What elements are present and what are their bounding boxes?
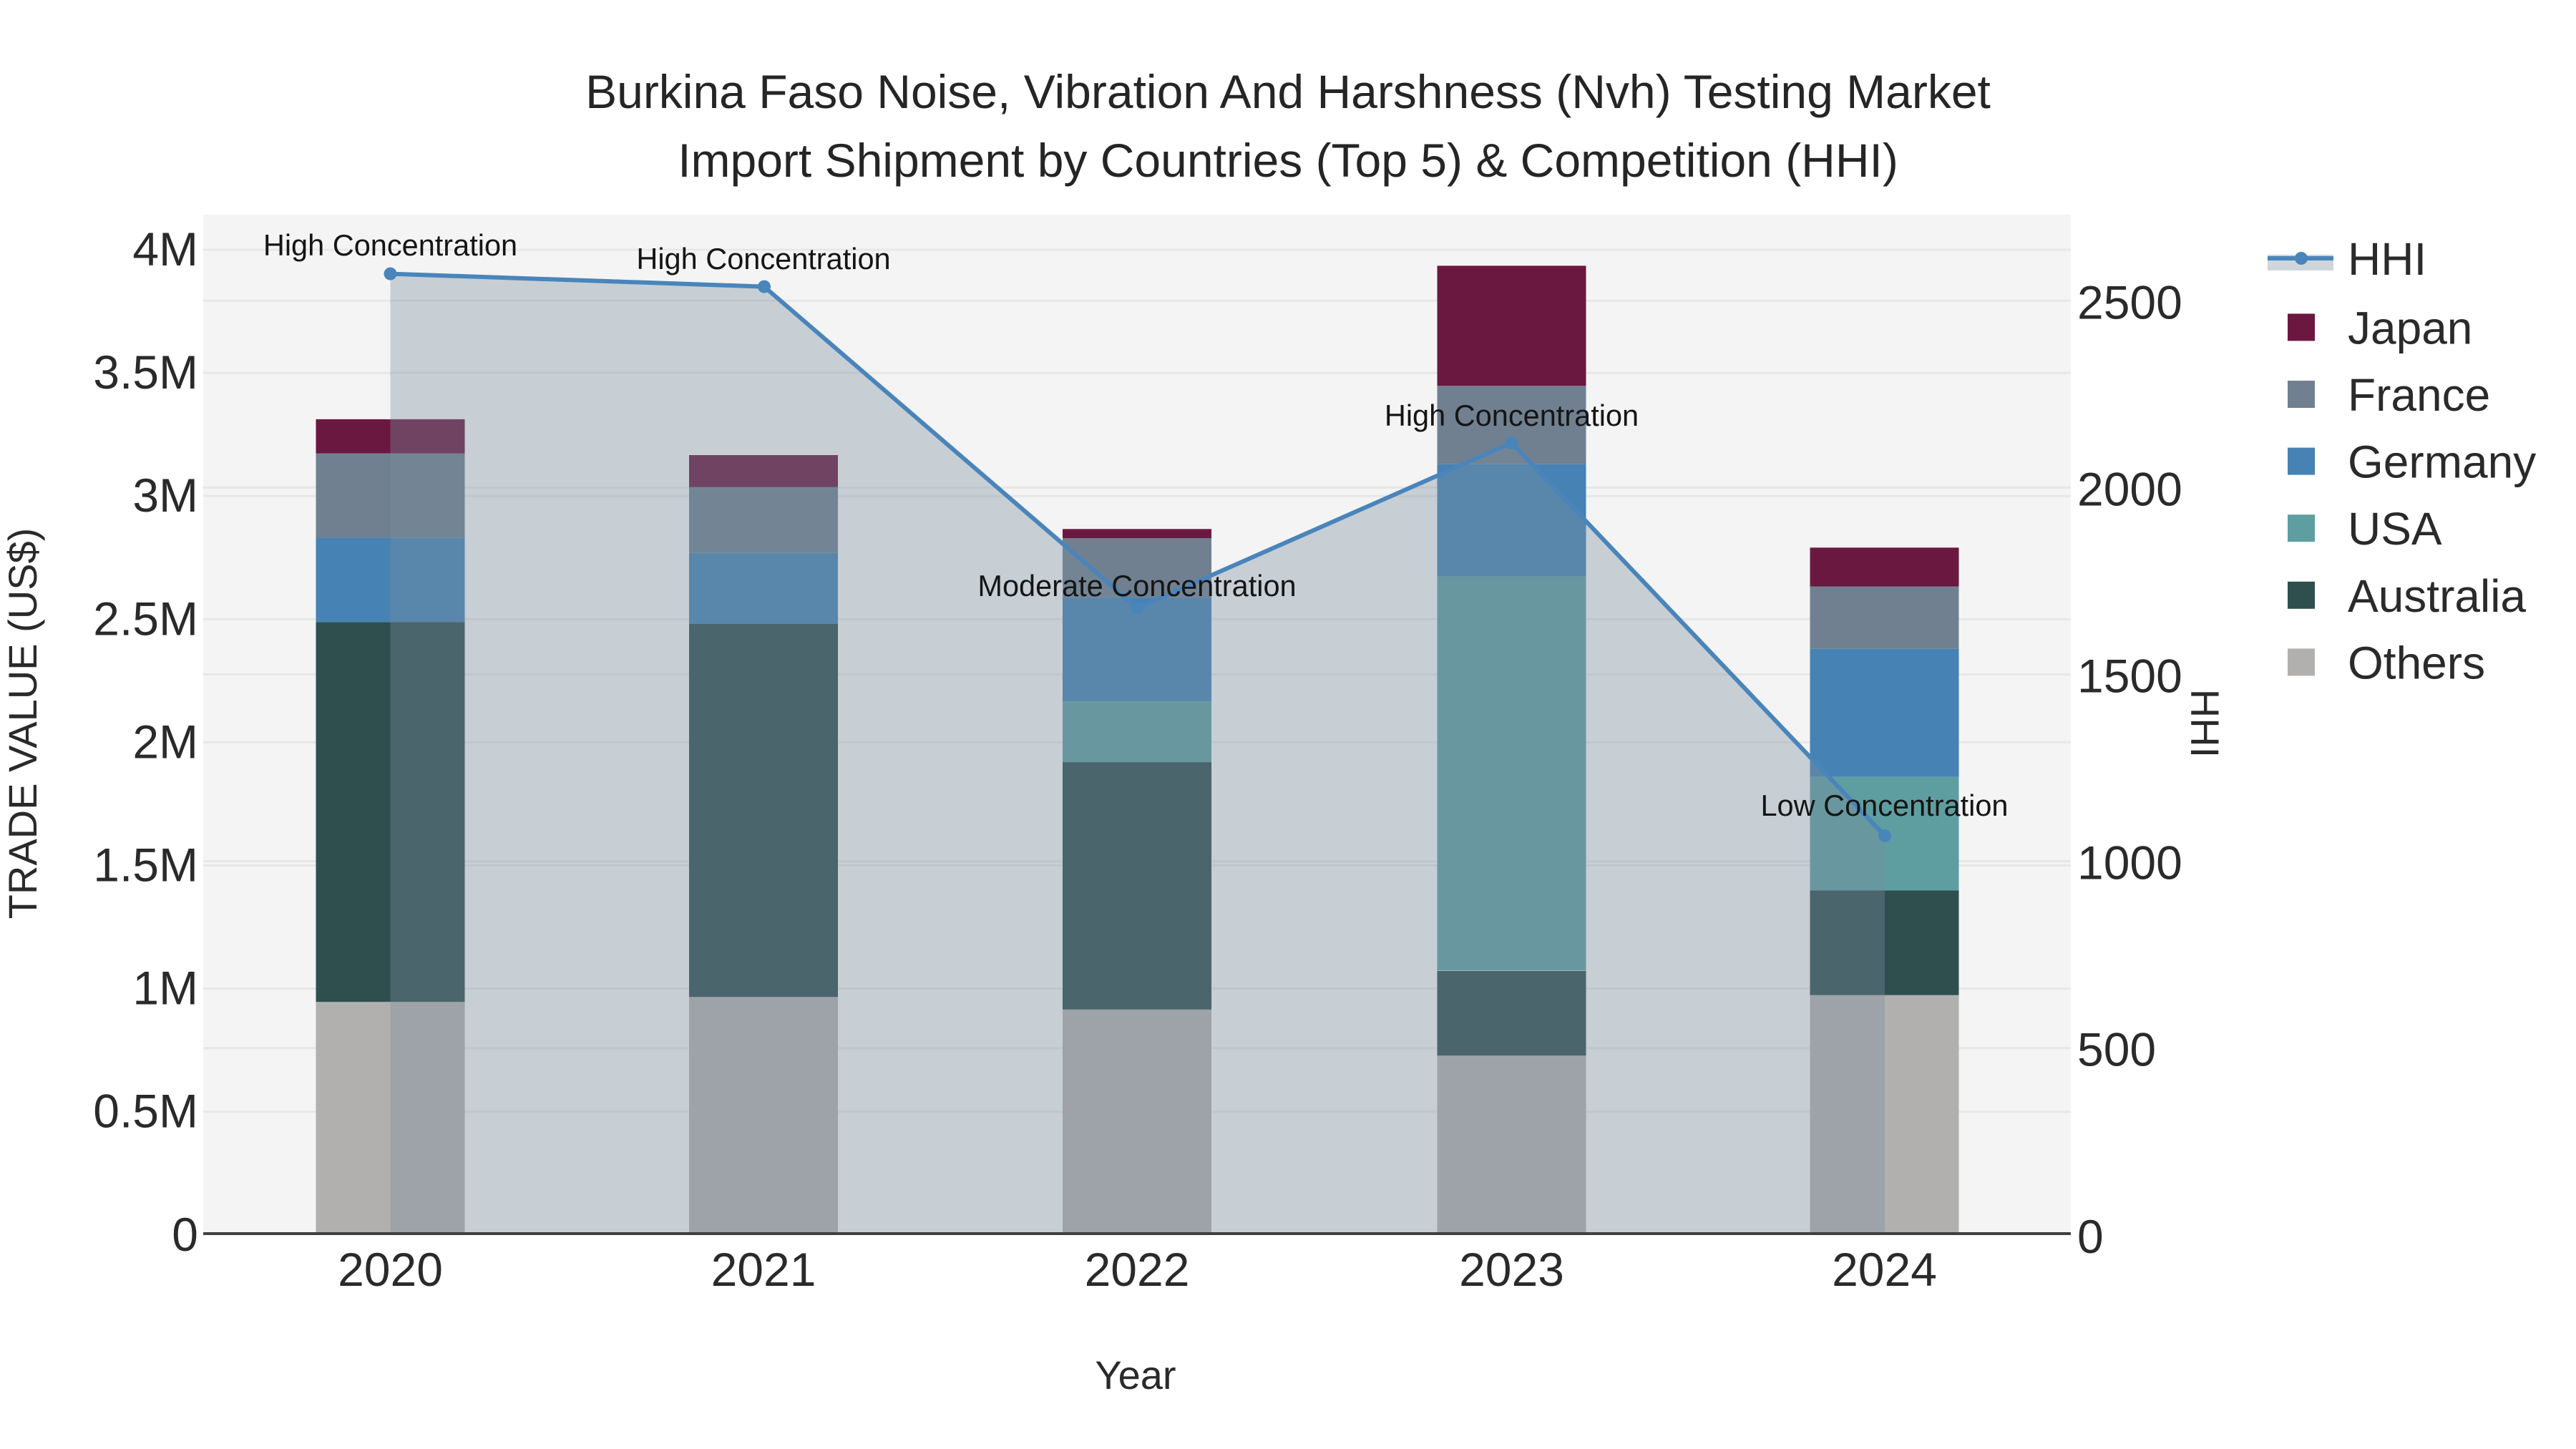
svg-text:2023: 2023 [1459, 1243, 1564, 1296]
svg-text:0.5M: 0.5M [93, 1085, 198, 1138]
svg-text:High Concentration: High Concentration [636, 242, 890, 275]
svg-text:1500: 1500 [2077, 650, 2182, 703]
svg-text:France: France [2348, 369, 2490, 421]
svg-text:Moderate Concentration: Moderate Concentration [977, 569, 1296, 602]
svg-text:1000: 1000 [2077, 836, 2182, 889]
svg-text:2500: 2500 [2077, 275, 2182, 328]
svg-text:1.5M: 1.5M [93, 839, 198, 892]
svg-text:High Concentration: High Concentration [1385, 399, 1639, 432]
svg-text:1M: 1M [132, 962, 198, 1015]
svg-text:Japan: Japan [2348, 302, 2472, 353]
svg-text:0: 0 [172, 1208, 198, 1261]
svg-text:500: 500 [2077, 1023, 2156, 1076]
svg-text:Burkina Faso Noise, Vibration: Burkina Faso Noise, Vibration And Harshn… [585, 65, 1991, 118]
svg-text:TRADE VALUE (US$): TRADE VALUE (US$) [0, 528, 45, 919]
svg-text:Australia: Australia [2348, 570, 2526, 622]
svg-text:Germany: Germany [2348, 436, 2536, 488]
svg-text:Import Shipment by Countries (: Import Shipment by Countries (Top 5) & C… [678, 134, 1898, 187]
svg-text:HHI: HHI [2182, 689, 2228, 758]
svg-text:USA: USA [2348, 503, 2442, 555]
svg-text:3.5M: 3.5M [93, 346, 198, 399]
svg-text:Others: Others [2348, 637, 2485, 688]
svg-text:Year: Year [1095, 1352, 1176, 1397]
svg-text:2022: 2022 [1085, 1243, 1190, 1296]
svg-text:High Concentration: High Concentration [263, 228, 517, 262]
svg-text:0: 0 [2077, 1210, 2104, 1263]
svg-text:3M: 3M [132, 469, 198, 522]
svg-text:2024: 2024 [1832, 1243, 1937, 1296]
svg-text:HHI: HHI [2348, 233, 2426, 285]
svg-text:2020: 2020 [338, 1243, 443, 1296]
svg-text:2.5M: 2.5M [93, 592, 198, 645]
svg-text:4M: 4M [132, 223, 198, 275]
svg-text:2M: 2M [132, 715, 198, 768]
svg-text:Low Concentration: Low Concentration [1760, 789, 2008, 822]
svg-text:2021: 2021 [711, 1243, 816, 1296]
svg-text:2000: 2000 [2077, 462, 2182, 515]
